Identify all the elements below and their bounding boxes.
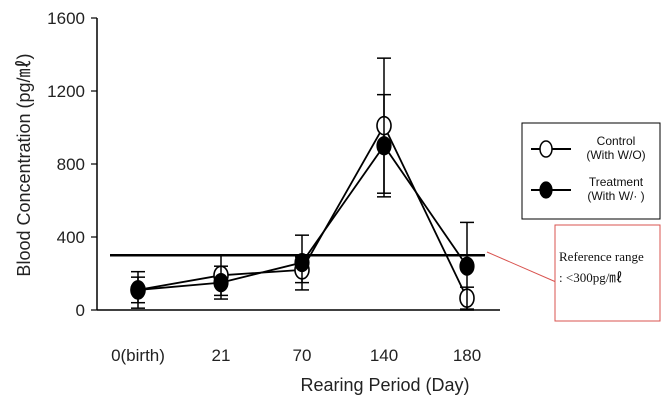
annotation-pointer <box>486 251 557 283</box>
data-point <box>213 273 229 293</box>
annotation-text: : <300pg/㎖ <box>559 270 622 285</box>
legend-label: Treatment <box>589 175 644 189</box>
series-treatment <box>130 93 475 311</box>
y-tick-label: 800 <box>57 155 85 174</box>
x-axis-label: Rearing Period (Day) <box>300 375 469 395</box>
data-point <box>459 256 475 276</box>
legend-label: Control <box>597 134 636 148</box>
x-tick-label: 21 <box>212 346 231 365</box>
x-tick-label: 140 <box>370 346 398 365</box>
legend-label: (With W/· ) <box>587 189 644 203</box>
annotation-text: Reference range <box>559 249 644 264</box>
x-tick-label: 180 <box>453 346 481 365</box>
x-tick-label: 0(birth) <box>111 346 165 365</box>
legend-box <box>521 122 661 220</box>
tick-labels: 0 400 800 1200 1600 0(birth) 21 70 140 180 <box>47 9 481 365</box>
data-point <box>294 252 310 273</box>
legend-marker-open <box>539 140 553 158</box>
reference-annotation: Reference range : <300pg/㎖ <box>486 224 661 322</box>
y-axis-label: Blood Concentration (pg/㎖) <box>14 53 34 276</box>
legend-label: (With W/O) <box>586 148 645 162</box>
legend-marker-filled <box>539 181 553 199</box>
x-tick-label: 70 <box>293 346 312 365</box>
series-group <box>130 57 475 311</box>
y-tick-label: 1200 <box>47 82 85 101</box>
y-tick-label: 400 <box>57 228 85 247</box>
legend: Control(With W/O) Treatment(With W/· ) <box>521 122 661 220</box>
axes <box>91 17 500 311</box>
y-tick-label: 1600 <box>47 9 85 28</box>
data-point <box>376 136 392 156</box>
data-point <box>130 280 146 300</box>
annotation-box <box>554 224 661 322</box>
y-tick-label: 0 <box>76 301 85 320</box>
